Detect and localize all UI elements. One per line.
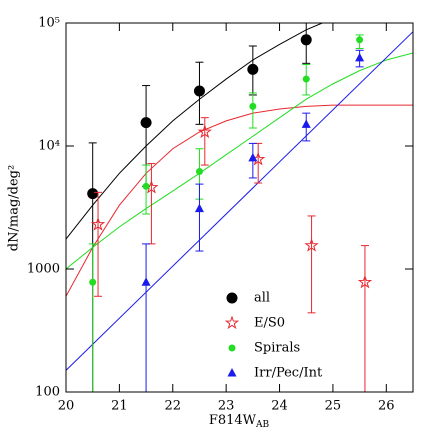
legend-label: E/S0 bbox=[254, 316, 285, 331]
marker bbox=[248, 152, 258, 162]
marker bbox=[304, 238, 319, 252]
marker bbox=[356, 36, 364, 44]
fit-curve bbox=[66, 31, 413, 371]
legend-marker bbox=[228, 344, 236, 352]
legend-label: Irr/Pec/Int bbox=[254, 366, 323, 381]
legend-marker bbox=[226, 292, 238, 304]
fit-curve bbox=[66, 23, 323, 240]
y-tick-label: 100 bbox=[35, 385, 60, 400]
y-tick-label: 10⁵ bbox=[38, 16, 60, 31]
marker bbox=[193, 85, 205, 97]
x-label-main: F814W bbox=[209, 413, 257, 428]
y-tick-label: 10⁴ bbox=[38, 139, 60, 154]
x-label-sub: AB bbox=[255, 420, 269, 430]
marker bbox=[142, 182, 150, 190]
legend-label: Spirals bbox=[254, 341, 300, 356]
marker bbox=[195, 168, 203, 176]
x-tick-label: 23 bbox=[218, 399, 235, 414]
marker bbox=[89, 278, 97, 286]
plot-area bbox=[66, 23, 413, 392]
marker bbox=[140, 117, 152, 129]
x-tick-label: 22 bbox=[164, 399, 181, 414]
marker bbox=[247, 63, 259, 75]
marker bbox=[355, 52, 365, 62]
fit-curve bbox=[66, 52, 413, 270]
x-tick-label: 21 bbox=[111, 399, 128, 414]
marker bbox=[90, 216, 106, 231]
y-tick-label: 1000 bbox=[27, 262, 60, 277]
marker bbox=[249, 102, 257, 110]
marker bbox=[357, 274, 373, 289]
x-tick-label: 26 bbox=[378, 399, 395, 414]
legend-marker bbox=[227, 368, 237, 377]
marker bbox=[301, 119, 311, 128]
legend-label: all bbox=[254, 291, 270, 306]
axes-frame bbox=[65, 22, 414, 393]
x-axis-label: F814WAB bbox=[209, 413, 270, 430]
marker bbox=[197, 124, 212, 139]
legend-marker bbox=[224, 315, 240, 330]
y-axis-label: dN/mag/deg² bbox=[7, 165, 22, 251]
x-tick-label: 24 bbox=[271, 399, 288, 414]
marker bbox=[300, 34, 312, 46]
fit-curve bbox=[66, 104, 413, 297]
marker bbox=[302, 75, 310, 83]
x-tick-label: 25 bbox=[325, 399, 342, 414]
marker bbox=[141, 277, 151, 286]
marker bbox=[87, 188, 99, 200]
marker bbox=[194, 203, 204, 213]
x-tick-label: 20 bbox=[58, 399, 75, 414]
